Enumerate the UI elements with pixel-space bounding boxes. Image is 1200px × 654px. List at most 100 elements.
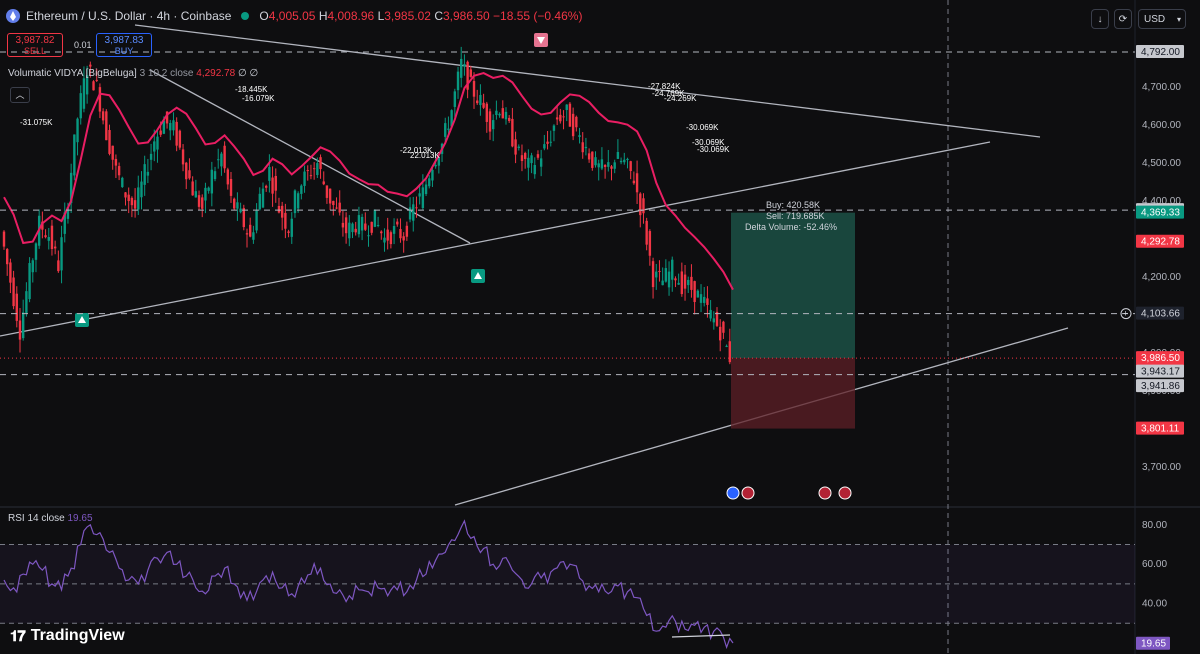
- high-value: 4,008.96: [327, 9, 375, 23]
- download-button[interactable]: ↓: [1091, 9, 1109, 29]
- candle-body: [671, 259, 674, 280]
- candle-body: [674, 278, 677, 281]
- candle-body: [328, 188, 332, 204]
- currency-select[interactable]: USD ▾: [1138, 9, 1186, 29]
- candle-body: [418, 193, 421, 197]
- price-axis-badge-text: 4,103.66: [1141, 309, 1180, 320]
- price-axis-badge: [1136, 234, 1184, 248]
- candle-body: [143, 164, 146, 185]
- tradingview-logo[interactable]: 𝟏𝟕 TradingView: [10, 627, 125, 645]
- candle-body: [5, 249, 9, 265]
- rsi-line: [3, 519, 734, 650]
- candle-body: [188, 170, 191, 179]
- candle-body: [191, 181, 194, 196]
- volume-annotation: -31.075K: [20, 118, 53, 127]
- candle-body: [287, 231, 290, 233]
- candle-body: [642, 198, 645, 214]
- change-value: −18.55 (−0.46%): [493, 9, 583, 23]
- collapse-legend-button[interactable]: ︿: [10, 87, 30, 103]
- candle-body: [354, 228, 357, 233]
- candle-body: [408, 207, 412, 220]
- candle-body: [507, 117, 511, 121]
- price-axis-badge: [1136, 364, 1184, 378]
- candle-body: [591, 151, 594, 168]
- candle-body: [277, 205, 281, 213]
- candle-body: [504, 111, 508, 120]
- candle-body: [111, 145, 114, 160]
- indicator-extra: ∅ ∅: [238, 68, 259, 79]
- candle-body: [124, 192, 127, 198]
- candle-body: [204, 187, 207, 201]
- plus-icon: +: [1123, 309, 1128, 319]
- candle-body: [610, 166, 613, 169]
- candle-body: [597, 163, 600, 168]
- replay-button[interactable]: ⟳: [1114, 9, 1132, 29]
- volume-annotation: -30.069K: [697, 145, 730, 154]
- candle-body: [274, 175, 277, 191]
- candle-body: [626, 158, 629, 161]
- candle-body: [568, 103, 572, 127]
- volume-annotation: -30.069K: [692, 138, 725, 147]
- candle-body: [629, 161, 632, 172]
- candle-body: [146, 171, 150, 176]
- candle-body: [424, 184, 428, 195]
- candle-body: [402, 236, 405, 241]
- candle-body: [271, 177, 274, 194]
- candle-body: [603, 164, 607, 167]
- candle-body: [376, 224, 380, 226]
- candle-body: [108, 130, 111, 154]
- open-label: O: [259, 9, 269, 23]
- candle-body: [578, 135, 581, 137]
- candle-body: [223, 145, 226, 169]
- candle-body: [453, 91, 457, 107]
- candle-body: [648, 231, 652, 256]
- buy-label: BUY: [114, 46, 134, 56]
- candle-body: [127, 194, 130, 202]
- candle-body: [555, 117, 559, 120]
- sell-button[interactable]: 3,987.82 SELL: [7, 33, 63, 57]
- symbol-title[interactable]: Ethereum / U.S. Dollar · 4h · Coinbase: [26, 9, 232, 23]
- candle-body: [498, 113, 501, 116]
- candle-body: [162, 120, 166, 134]
- candle-body: [165, 111, 169, 124]
- candle-body: [47, 237, 50, 241]
- candle-body: [632, 180, 636, 184]
- price-axis-badge: [1136, 205, 1184, 219]
- candle-body: [117, 166, 121, 176]
- indicator-legend[interactable]: Volumatic VIDYA [BigBeluga] 3 10 2 close…: [8, 68, 258, 79]
- candle-body: [680, 271, 684, 295]
- candle-body: [76, 118, 79, 143]
- candle-body: [501, 108, 504, 119]
- price-axis-badge-text: 4,369.33: [1141, 208, 1180, 219]
- volume-annotation: -24.269K: [664, 94, 697, 103]
- long-stop-zone: [731, 358, 855, 429]
- candle-body: [357, 215, 361, 235]
- candle-body: [159, 130, 162, 135]
- candle-body: [607, 162, 610, 167]
- candle-body: [229, 178, 233, 196]
- buy-button[interactable]: 3,987.83 BUY: [96, 33, 152, 57]
- candle-body: [412, 204, 415, 221]
- candle-body: [293, 190, 297, 214]
- candle-body: [431, 169, 434, 181]
- candle-body: [415, 207, 418, 209]
- candle-body: [341, 222, 345, 228]
- candle-body: [73, 134, 76, 176]
- price-axis-badge-text: 4,292.78: [1141, 237, 1180, 248]
- candle-body: [95, 79, 98, 81]
- rsi-divergence-line: [671, 634, 731, 638]
- candle-body: [280, 205, 284, 218]
- sell-label: SELL: [23, 46, 47, 56]
- candle-body: [587, 153, 591, 160]
- price-axis-badge-text: 3,986.50: [1141, 353, 1180, 364]
- candle-body: [60, 237, 63, 271]
- candle-body: [661, 280, 664, 286]
- rsi-legend[interactable]: RSI 14 close 19.65: [8, 513, 93, 524]
- price-axis-badge-text: 3,943.17: [1141, 367, 1180, 378]
- open-value: 4,005.05: [268, 9, 316, 23]
- candle-body: [712, 318, 716, 323]
- candle-body: [517, 146, 520, 149]
- price-axis-badge: [1136, 45, 1184, 59]
